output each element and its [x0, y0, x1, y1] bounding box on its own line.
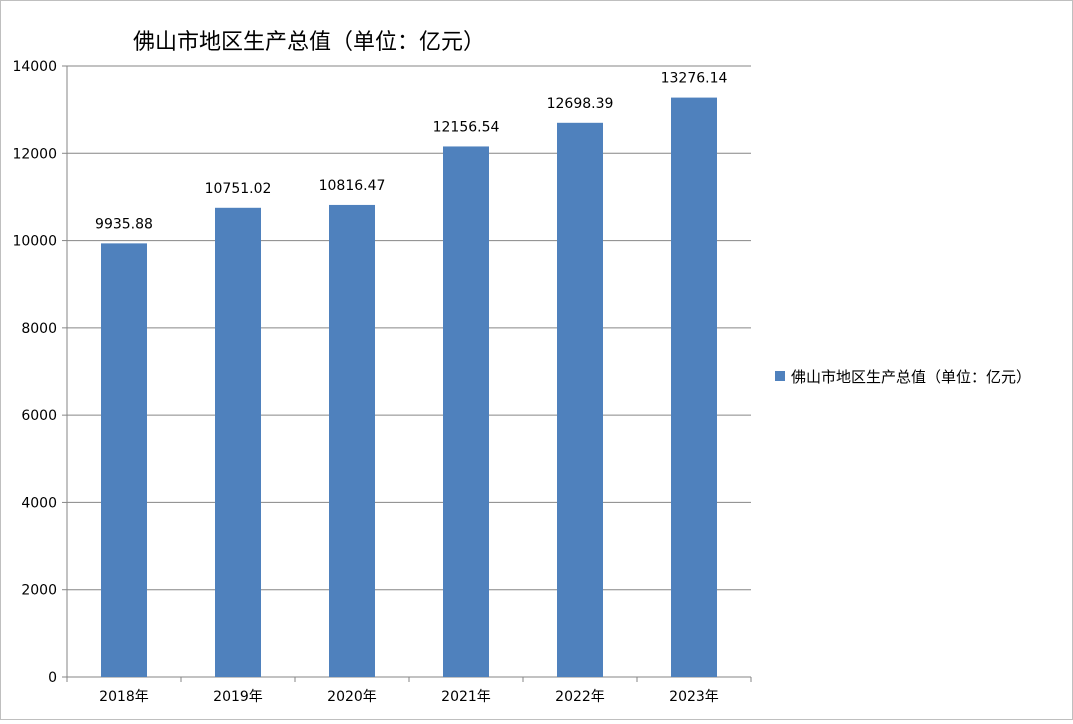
- y-tick-label: 12000: [12, 146, 57, 162]
- y-tick-label: 6000: [21, 408, 57, 424]
- bars: [101, 97, 717, 678]
- y-tick-label: 8000: [21, 321, 57, 337]
- gridlines: [67, 65, 751, 591]
- data-label: 10816.47: [319, 178, 386, 194]
- legend-label: 佛山市地区生产总值（单位：亿元）: [791, 368, 1031, 386]
- bar: [443, 146, 489, 677]
- bar: [671, 97, 717, 678]
- y-tick-label: 0: [48, 670, 57, 686]
- data-label: 12156.54: [433, 119, 500, 135]
- data-label: 12698.39: [547, 96, 614, 112]
- y-tick-label: 10000: [12, 234, 57, 250]
- bar: [215, 207, 261, 677]
- data-labels: 9935.88 10751.02 10816.47 12156.54 12698.39 1…: [95, 71, 727, 233]
- x-tick-label: 2023年: [669, 689, 719, 705]
- x-axis: 2018年 2019年 2020年 2021年 2022年 2023年: [66, 676, 752, 705]
- legend-swatch: [775, 371, 785, 381]
- y-tick-label: 4000: [21, 495, 57, 511]
- x-tick-label: 2021年: [441, 689, 491, 705]
- chart-title: 佛山市地区生产总值（单位：亿元）: [133, 30, 485, 55]
- y-tick-label: 2000: [21, 583, 57, 599]
- x-tick-label: 2018年: [99, 689, 149, 705]
- bar: [329, 204, 375, 677]
- y-axis: 0 2000 4000 6000 8000 10000 12000 14000: [12, 59, 68, 686]
- bar: [101, 243, 147, 677]
- data-label: 10751.02: [205, 181, 272, 197]
- x-tick-label: 2019年: [213, 689, 263, 705]
- data-label: 13276.14: [661, 71, 728, 87]
- x-tick-label: 2020年: [327, 689, 377, 705]
- legend: 佛山市地区生产总值（单位：亿元）: [775, 368, 1031, 386]
- data-label: 9935.88: [95, 216, 153, 232]
- bar: [557, 122, 603, 678]
- y-tick-label: 14000: [12, 59, 57, 75]
- x-tick-label: 2022年: [555, 689, 605, 705]
